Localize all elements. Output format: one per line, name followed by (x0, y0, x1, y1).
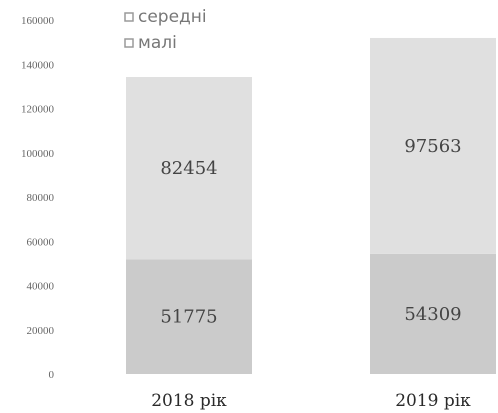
y-tick-label: 40000 (27, 281, 55, 293)
legend-marker (124, 38, 134, 48)
data-label: 51775 (160, 307, 217, 328)
x-axis: 2018 рік 2019 рік (151, 391, 471, 411)
y-tick-label: 20000 (27, 325, 55, 337)
data-label: 54309 (404, 304, 461, 325)
legend-label: малі (138, 33, 177, 53)
x-tick-label: 2019 рік (395, 391, 471, 411)
y-tick-label: 120000 (21, 104, 55, 116)
y-tick-label: 80000 (27, 192, 55, 204)
legend-label: середні (138, 7, 207, 27)
x-tick-label: 2018 рік (151, 391, 227, 411)
data-label: 82454 (160, 158, 217, 179)
bar-segment (370, 253, 496, 374)
bar-segment (126, 77, 252, 260)
legend: середні малі (124, 7, 207, 53)
data-label: 97563 (404, 136, 461, 157)
y-tick-label: 0 (49, 369, 55, 381)
y-tick-label: 160000 (21, 15, 55, 27)
bar-segment (370, 37, 496, 254)
bars (126, 37, 496, 374)
y-tick-label: 100000 (21, 148, 55, 160)
y-tick-label: 60000 (27, 236, 55, 248)
data-labels: 51775 82454 54309 97563 (160, 136, 461, 328)
bar-segment (126, 259, 252, 374)
y-tick-label: 140000 (21, 59, 55, 71)
y-axis: 0 20000 40000 60000 80000 100000 120000 140000 1… (21, 15, 55, 381)
legend-marker (124, 12, 134, 22)
